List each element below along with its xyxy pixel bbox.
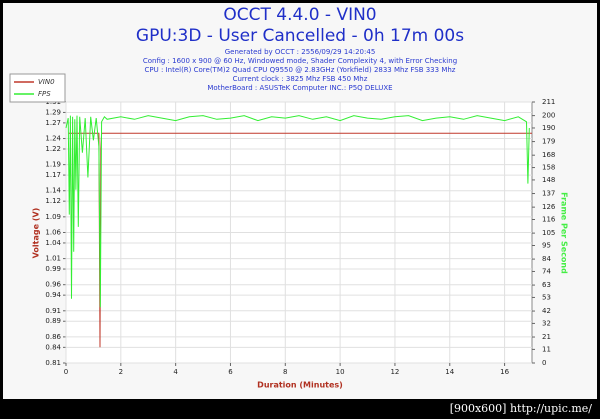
x-tick-label: 16 xyxy=(500,368,509,376)
y2-tick-label: 53 xyxy=(542,293,551,301)
y2-tick-label: 42 xyxy=(542,307,551,315)
y2-tick-label: 148 xyxy=(542,176,555,184)
info-line: Generated by OCCT : 2556/09/29 14:20:45 xyxy=(225,48,376,56)
y-tick-label: 0.89 xyxy=(45,317,61,325)
y2-tick-label: 168 xyxy=(542,151,555,159)
y2-tick-label: 84 xyxy=(542,255,551,263)
x-tick-label: 8 xyxy=(283,368,287,376)
y2-tick-label: 95 xyxy=(542,241,551,249)
y-tick-label: 1.19 xyxy=(45,161,61,169)
x-tick-label: 6 xyxy=(228,368,233,376)
y-tick-label: 1.12 xyxy=(45,197,61,205)
y-tick-label: 0.96 xyxy=(45,281,61,289)
y2-tick-label: 190 xyxy=(542,124,555,132)
info-line: Current clock : 3825 Mhz FSB 450 Mhz xyxy=(233,75,368,83)
watermark: [900x600] http://upic.me/ xyxy=(450,402,593,415)
x-tick-label: 2 xyxy=(119,368,123,376)
legend-label: VIN0 xyxy=(38,78,55,86)
y2-axis-label: Frame Per Second xyxy=(560,192,569,274)
y-tick-label: 1.06 xyxy=(45,229,61,237)
y2-tick-label: 158 xyxy=(542,164,555,172)
y-tick-label: 0.84 xyxy=(45,343,61,351)
x-tick-label: 10 xyxy=(336,368,345,376)
y2-tick-label: 74 xyxy=(542,267,551,275)
legend-box xyxy=(9,73,66,103)
y-tick-label: 0.81 xyxy=(45,359,61,367)
y-tick-label: 0.94 xyxy=(45,291,61,299)
y2-tick-label: 105 xyxy=(542,229,555,237)
y2-tick-label: 32 xyxy=(542,319,551,327)
y-tick-label: 1.27 xyxy=(45,119,61,127)
y2-tick-label: 137 xyxy=(542,190,555,198)
y2-tick-label: 126 xyxy=(542,203,556,211)
y2-tick-label: 63 xyxy=(542,281,551,289)
y-tick-label: 0.86 xyxy=(45,333,61,341)
x-tick-label: 12 xyxy=(390,368,399,376)
y2-tick-label: 179 xyxy=(542,138,555,146)
y-tick-label: 1.29 xyxy=(45,108,61,116)
y-tick-label: 0.91 xyxy=(45,307,61,315)
x-axis-label: Duration (Minutes) xyxy=(257,381,343,390)
y2-tick-label: 116 xyxy=(542,216,556,224)
info-line: MotherBoard : ASUSTeK Computer INC.: P5Q… xyxy=(207,84,392,92)
footer-bar xyxy=(3,400,597,419)
legend-label: FPS xyxy=(38,90,51,98)
y-axis-label: Voltage (V) xyxy=(32,208,41,259)
y-tick-label: 1.09 xyxy=(45,213,61,221)
info-line: CPU : Intel(R) Core(TM)2 Quad CPU Q9550 … xyxy=(145,66,456,74)
y-tick-label: 1.24 xyxy=(45,135,61,143)
y2-tick-label: 11 xyxy=(542,345,551,353)
y2-tick-label: 0 xyxy=(542,359,546,367)
info-line: Config : 1600 x 900 @ 60 Hz, Windowed mo… xyxy=(143,57,457,65)
y2-tick-label: 200 xyxy=(542,112,555,120)
y2-tick-label: 21 xyxy=(542,333,551,341)
y2-tick-label: 211 xyxy=(542,98,555,106)
y-tick-label: 1.01 xyxy=(45,255,61,263)
chart-title: OCCT 4.4.0 - VIN0 xyxy=(223,5,376,25)
x-tick-label: 0 xyxy=(64,368,68,376)
y-tick-label: 1.14 xyxy=(45,187,61,195)
chart-subtitle: GPU:3D - User Cancelled - 0h 17m 00s xyxy=(136,26,464,46)
y-tick-label: 1.04 xyxy=(45,239,61,247)
x-tick-label: 4 xyxy=(173,368,178,376)
series-line xyxy=(65,115,530,308)
y-tick-label: 0.99 xyxy=(45,265,61,273)
y-tick-label: 1.22 xyxy=(45,145,61,153)
x-tick-label: 14 xyxy=(445,368,454,376)
y-tick-label: 1.17 xyxy=(45,171,61,179)
